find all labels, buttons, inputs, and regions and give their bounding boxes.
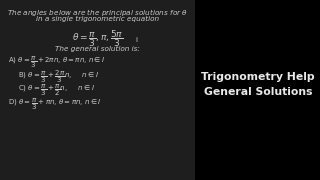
Text: A) $\theta = \dfrac{\pi}{3} + 2\pi n$, $\theta = \pi n$, $n \in I$: A) $\theta = \dfrac{\pi}{3} + 2\pi n$, $…: [8, 55, 105, 70]
Text: C) $\theta = \dfrac{\pi}{3} + \dfrac{\pi}{2}n$,     $n \in I$: C) $\theta = \dfrac{\pi}{3} + \dfrac{\pi…: [18, 83, 95, 98]
Text: i: i: [135, 37, 138, 43]
Text: The general solution is:: The general solution is:: [55, 46, 140, 52]
Bar: [195, 0, 320, 180]
Text: The angles below are the principal solutions for $\theta$: The angles below are the principal solut…: [7, 7, 188, 18]
Text: B) $\theta = \dfrac{\pi}{3} + \dfrac{2\pi}{3}n$,     $n \in I$: B) $\theta = \dfrac{\pi}{3} + \dfrac{2\p…: [18, 69, 99, 85]
Text: $\theta = \dfrac{\pi}{3}, \pi, \dfrac{5\pi}{3}$: $\theta = \dfrac{\pi}{3}, \pi, \dfrac{5\…: [72, 28, 123, 49]
Text: Trigonometry Help: Trigonometry Help: [201, 72, 315, 82]
Text: D) $\theta = \dfrac{\pi}{3} + \pi n$, $\theta = \pi n$, $n \in I$: D) $\theta = \dfrac{\pi}{3} + \pi n$, $\…: [8, 97, 101, 112]
Bar: [0, 0, 195, 180]
Text: General Solutions: General Solutions: [204, 87, 312, 97]
Text: in a single trigonometric equation: in a single trigonometric equation: [36, 16, 159, 22]
